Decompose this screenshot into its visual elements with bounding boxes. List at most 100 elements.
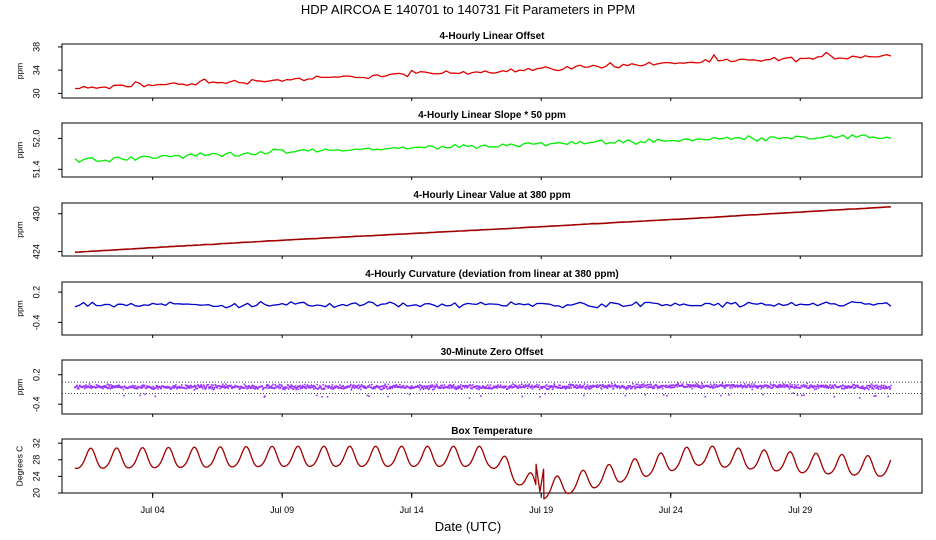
- data-point: [180, 386, 183, 388]
- panel-title-4-hourly-linear-value-at-380-ppm: 4-Hourly Linear Value at 380 ppm: [413, 190, 570, 201]
- data-point: [459, 386, 462, 388]
- data-point: [354, 386, 356, 389]
- data-point: [723, 386, 725, 389]
- y-tick-label-4-hourly-linear-value-at-380-ppm: 424: [31, 244, 41, 259]
- data-point: [326, 396, 329, 398]
- data-marks-30-minute-zero-offset: [74, 382, 892, 399]
- data-point: [209, 386, 211, 388]
- data-point: [212, 384, 214, 387]
- data-point: [102, 387, 104, 390]
- data-point: [858, 397, 861, 399]
- data-point: [463, 386, 466, 389]
- y-tick-label-4-hourly-curvature-deviation-from-linear-at-380-ppm: -0.4: [31, 315, 41, 331]
- data-point: [647, 386, 650, 388]
- data-point: [481, 386, 484, 388]
- data-point: [570, 384, 572, 387]
- x-tick-label: Jul 04: [141, 505, 165, 515]
- data-point: [689, 384, 692, 386]
- data-point: [639, 387, 641, 389]
- y-tick-label-box-temperature: 24: [31, 471, 41, 481]
- data-point: [688, 386, 691, 388]
- data-point: [650, 384, 653, 387]
- data-point: [753, 385, 755, 387]
- data-point: [333, 385, 336, 388]
- data-point: [581, 385, 584, 388]
- data-point: [477, 385, 479, 388]
- data-point: [271, 387, 274, 389]
- data-point: [704, 395, 707, 398]
- data-point: [721, 385, 723, 388]
- data-point: [190, 386, 193, 389]
- data-point: [205, 386, 207, 389]
- data-point: [198, 385, 200, 388]
- data-point: [572, 385, 575, 387]
- y-tick-label-box-temperature: 28: [31, 455, 41, 465]
- data-point: [110, 385, 113, 388]
- data-point: [169, 386, 171, 389]
- data-point: [256, 386, 258, 389]
- panels: 4-Hourly Linear Offset303438ppm4-Hourly …: [14, 31, 923, 500]
- data-point: [144, 393, 146, 396]
- data-point: [630, 386, 633, 388]
- data-point: [349, 384, 351, 387]
- data-point: [410, 385, 413, 387]
- data-point: [803, 385, 806, 388]
- data-point: [278, 383, 281, 386]
- data-point: [357, 387, 360, 390]
- data-point: [620, 386, 622, 389]
- data-point: [660, 386, 663, 388]
- data-point: [563, 386, 566, 389]
- data-point: [739, 385, 742, 388]
- data-point: [441, 384, 444, 387]
- data-point: [670, 386, 673, 389]
- data-point: [363, 385, 366, 388]
- data-point: [370, 383, 373, 386]
- data-point: [615, 385, 618, 387]
- data-point: [76, 384, 78, 387]
- data-point: [188, 385, 190, 388]
- data-point: [550, 385, 552, 387]
- data-point: [522, 386, 524, 388]
- data-point: [457, 387, 459, 390]
- data-point: [107, 387, 109, 390]
- data-point: [544, 385, 547, 387]
- data-point: [207, 386, 210, 389]
- data-point: [733, 385, 736, 387]
- data-point: [398, 385, 401, 388]
- data-point: [672, 384, 675, 386]
- data-point: [349, 383, 352, 386]
- data-point: [696, 385, 698, 388]
- data-marks-4-hourly-linear-value-at-380-ppm: [74, 206, 891, 253]
- data-point: [741, 387, 744, 389]
- data-point: [303, 386, 306, 389]
- data-point: [874, 384, 877, 387]
- data-point: [282, 388, 285, 390]
- data-point: [524, 383, 527, 386]
- data-point: [873, 385, 876, 388]
- data-point: [263, 387, 265, 389]
- data-point: [506, 388, 509, 390]
- data-point: [245, 385, 248, 388]
- data-point: [154, 395, 157, 398]
- data-point: [543, 386, 546, 389]
- data-point: [608, 384, 611, 386]
- data-point: [218, 385, 221, 388]
- data-point: [326, 385, 328, 387]
- data-point: [230, 386, 233, 389]
- data-point: [805, 386, 807, 389]
- data-point: [364, 386, 367, 388]
- data-point: [213, 386, 216, 389]
- data-point: [210, 386, 212, 388]
- data-marks-4-hourly-curvature-deviation-from-linear-at-380-ppm: [74, 300, 892, 309]
- data-point: [185, 387, 188, 390]
- data-point: [208, 387, 211, 390]
- data-point: [77, 388, 80, 390]
- data-point: [606, 385, 608, 388]
- data-point: [573, 386, 576, 388]
- data-point: [103, 385, 105, 387]
- data-point: [511, 386, 514, 388]
- data-point: [613, 384, 616, 387]
- data-point: [167, 386, 170, 389]
- data-point: [649, 386, 652, 388]
- data-point: [431, 384, 434, 386]
